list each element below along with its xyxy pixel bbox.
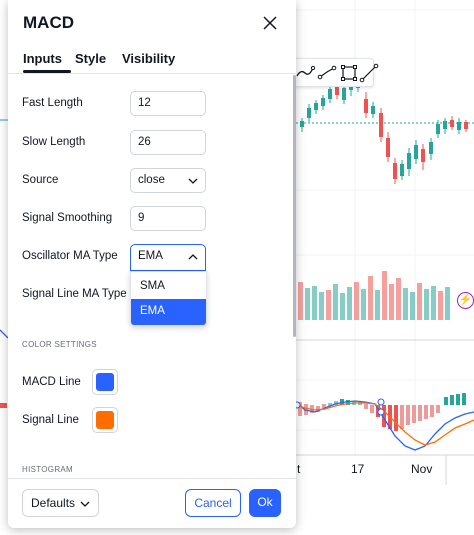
path-tool-icon[interactable] [317, 63, 337, 83]
signal-line-color-swatch [96, 411, 114, 429]
scrollbar[interactable] [293, 75, 296, 337]
signal-smoothing-label: Signal Smoothing [22, 212, 113, 224]
x-axis-label-start: t [297, 462, 301, 476]
lightning-icon[interactable]: ⚡ [457, 292, 474, 309]
oscillator-ma-type-select[interactable]: EMA [130, 244, 206, 271]
tabs-divider [8, 73, 296, 74]
signal-line-color-picker[interactable] [92, 407, 118, 433]
indicator-settings-dialog: MACD Inputs Style Visibility Fast Length… [8, 0, 296, 528]
macd-line-color-picker[interactable] [92, 369, 118, 395]
chevron-down-icon [80, 501, 90, 507]
rectangle-tool-icon[interactable] [339, 63, 359, 83]
source-value: close [138, 174, 165, 186]
dialog-title: MACD [23, 13, 74, 32]
histogram-heading: HISTOGRAM [22, 465, 74, 474]
color-settings-heading: COLOR SETTINGS [22, 340, 97, 349]
trend-curve-icon[interactable] [295, 63, 315, 83]
oscillator-ma-type-label: Oscillator MA Type [22, 250, 118, 262]
ma-type-dropdown: SMA EMA [130, 271, 207, 326]
dropdown-option-sma[interactable]: SMA [140, 280, 165, 292]
source-label: Source [22, 174, 59, 186]
cancel-button[interactable]: Cancel [185, 489, 241, 517]
defaults-label: Defaults [31, 496, 76, 510]
x-axis-label-17: 17 [351, 462, 365, 476]
slow-length-input[interactable]: 26 [130, 130, 206, 155]
macd-line-label: MACD Line [22, 376, 81, 388]
source-select[interactable]: close [130, 168, 206, 193]
drawing-toolbar [291, 58, 379, 87]
defaults-button[interactable]: Defaults [22, 489, 99, 517]
signal-smoothing-input[interactable]: 9 [130, 206, 206, 231]
ok-button[interactable]: Ok [249, 489, 281, 517]
oscillator-ma-type-value: EMA [138, 250, 163, 262]
footer-divider [8, 478, 296, 479]
chevron-down-icon [188, 178, 198, 184]
tab-inputs[interactable]: Inputs [23, 51, 62, 66]
active-tab-indicator [23, 70, 71, 73]
close-icon[interactable] [261, 14, 279, 32]
trend-line-icon[interactable] [359, 63, 379, 83]
tab-visibility[interactable]: Visibility [122, 51, 176, 66]
dropdown-option-ema[interactable]: EMA [131, 299, 206, 325]
signal-line-label: Signal Line [22, 414, 79, 426]
x-axis-label-nov: Nov [411, 462, 433, 476]
fast-length-input[interactable]: 12 [130, 91, 206, 116]
tab-style[interactable]: Style [75, 51, 107, 66]
signal-line-ma-type-label: Signal Line MA Type [22, 288, 127, 300]
chevron-up-icon [188, 254, 198, 260]
fast-length-label: Fast Length [22, 97, 83, 109]
macd-line-color-swatch [96, 373, 114, 391]
slow-length-label: Slow Length [22, 136, 86, 148]
